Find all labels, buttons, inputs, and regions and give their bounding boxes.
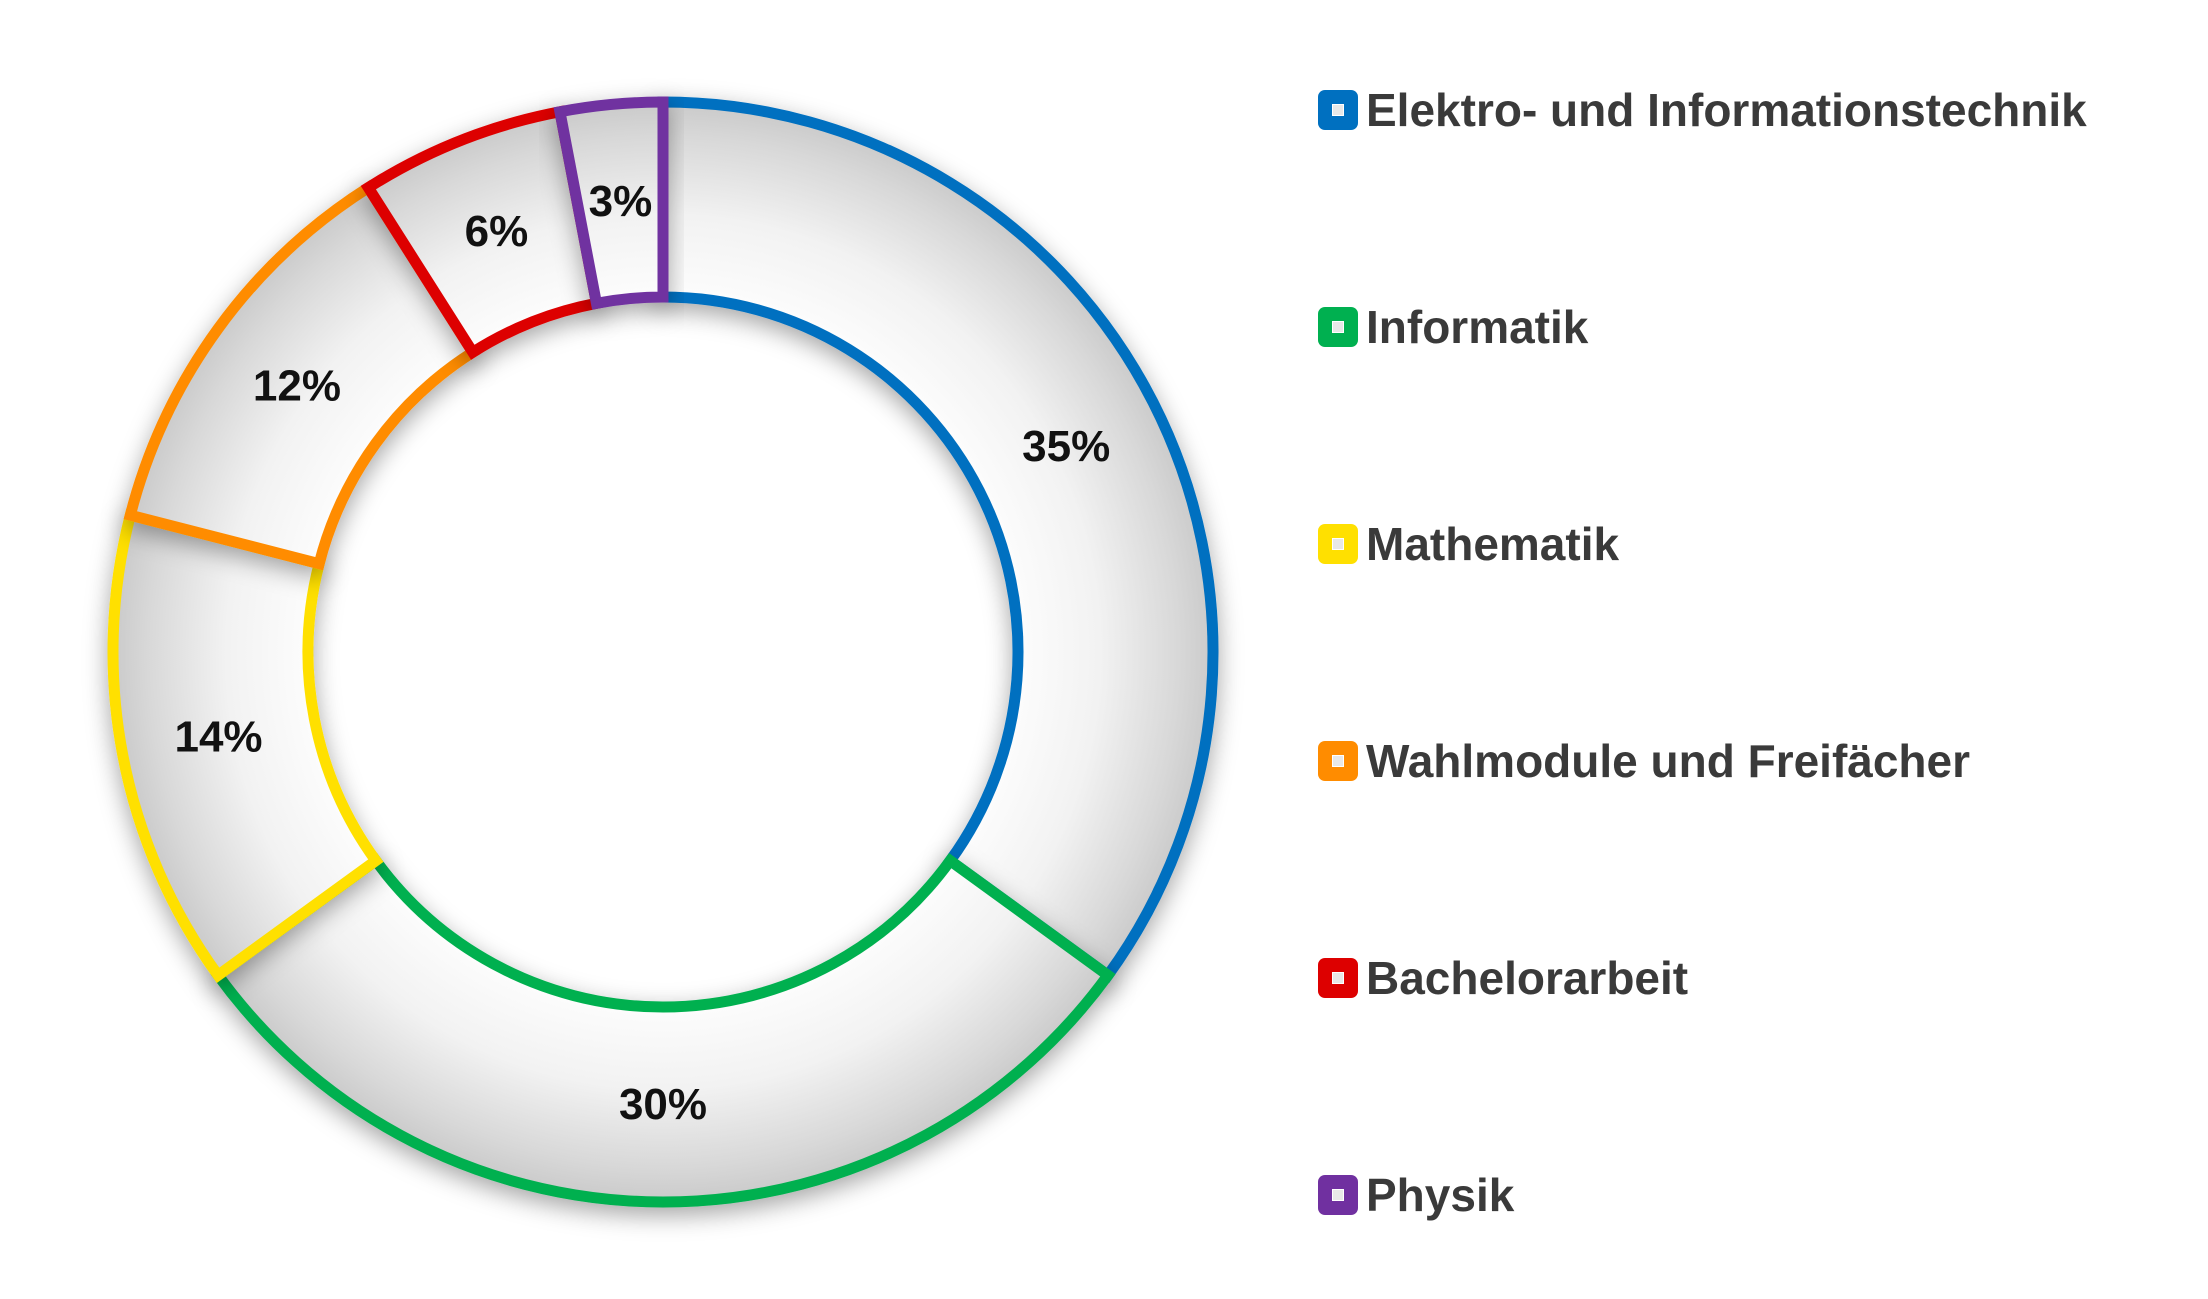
- legend-swatch-informatik: [1318, 307, 1358, 347]
- slice-informatik: [210, 852, 1116, 1208]
- slice-physik: [553, 96, 669, 310]
- slice-label-wahlmodule-und-freifacher: 12%: [253, 362, 341, 411]
- legend-item-bachelorarbeit: Bachelorarbeit: [1318, 948, 1688, 1008]
- slice-label-informatik: 30%: [619, 1080, 707, 1129]
- legend-swatch-physik: [1318, 1175, 1358, 1215]
- legend-swatch-mathematik: [1318, 524, 1358, 564]
- legend-item-elektro-und-informationstechnik: Elektro- und Informationstechnik: [1318, 80, 2087, 140]
- legend-label-physik: Physik: [1366, 1169, 1515, 1221]
- legend-label-mathematik: Mathematik: [1366, 518, 1620, 570]
- slice-label-mathematik: 14%: [174, 712, 262, 761]
- legend-label-informatik: Informatik: [1366, 301, 1589, 353]
- slice-label-elektro-und-informationstechnik: 35%: [1022, 422, 1110, 471]
- legend-swatch-elektro-und-informationstechnik: [1318, 90, 1358, 130]
- slice-label-bachelorarbeit: 6%: [465, 207, 529, 256]
- legend-item-informatik: Informatik: [1318, 297, 1588, 357]
- legend-item-wahlmodule-und-freifacher: Wahlmodule und Freifächer: [1318, 731, 1970, 791]
- legend-item-physik: Physik: [1318, 1165, 1514, 1225]
- slice-label-physik: 3%: [589, 177, 653, 226]
- legend-label-wahlmodule-und-freifacher: Wahlmodule und Freifächer: [1366, 735, 1971, 787]
- legend-label-bachelorarbeit: Bachelorarbeit: [1366, 952, 1689, 1004]
- donut-slices: [107, 96, 1219, 1208]
- legend-swatch-bachelorarbeit: [1318, 958, 1358, 998]
- chart-legend: Elektro- und Informationstechnik Informat…: [1318, 0, 2198, 1299]
- slice-elektro-und-informationstechnik: [657, 96, 1219, 983]
- legend-swatch-wahlmodule-und-freifacher: [1318, 741, 1358, 781]
- legend-item-mathematik: Mathematik: [1318, 514, 1619, 574]
- slice-mathematik: [107, 508, 384, 983]
- legend-label-elektro-und-informationstechnik: Elektro- und Informationstechnik: [1366, 84, 2087, 136]
- donut-labels: 35% 30% 14% 12% 6% 3%: [174, 177, 1110, 1129]
